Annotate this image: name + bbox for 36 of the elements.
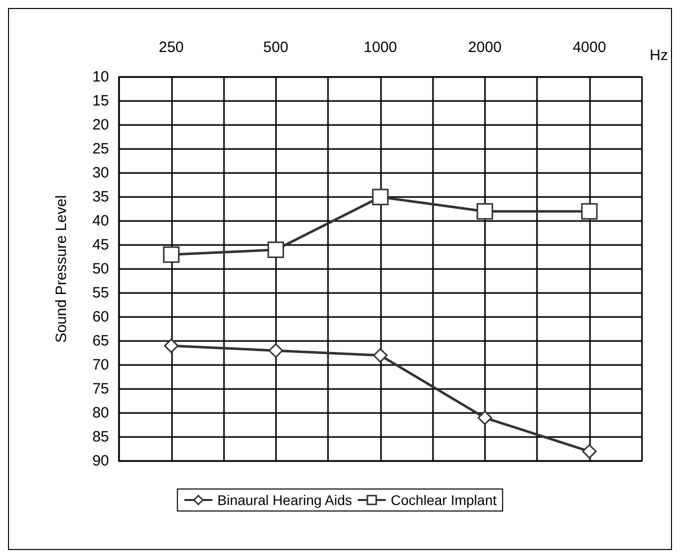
y-axis-title: Sound Pressure Level xyxy=(53,195,70,343)
point xyxy=(372,188,389,206)
legend-label: Binaural Hearing Aids xyxy=(217,492,352,508)
x-tick-label: 1000 xyxy=(364,39,398,56)
point xyxy=(373,348,388,363)
y-tick-label: 90 xyxy=(92,452,109,470)
x-tick-label: 2000 xyxy=(468,39,502,56)
y-tick-label: 45 xyxy=(92,236,109,254)
y-tick-label: 65 xyxy=(92,332,109,350)
y-tick-label: 10 xyxy=(92,68,109,86)
y-tick-label: 80 xyxy=(92,404,109,422)
legend-label: Cochlear Implant xyxy=(390,492,497,508)
y-tick-label: 40 xyxy=(92,212,109,230)
y-tick-label: 15 xyxy=(92,92,109,110)
y-tick-label: 85 xyxy=(92,428,109,446)
point xyxy=(582,444,597,459)
x-tick-label: 250 xyxy=(158,39,184,56)
point xyxy=(476,203,494,220)
point xyxy=(163,246,180,263)
y-tick-label: 25 xyxy=(92,140,109,158)
point xyxy=(581,203,598,220)
y-tick-label: 60 xyxy=(92,308,109,326)
point xyxy=(478,410,492,426)
y-tick-label: 75 xyxy=(92,380,109,398)
y-tick-label: 55 xyxy=(92,284,109,302)
point xyxy=(268,242,284,258)
x-tick-label: 4000 xyxy=(572,39,606,56)
y-tick-label: 70 xyxy=(92,356,109,374)
y-tick-label: 50 xyxy=(92,260,109,278)
x-axis-title: Hz xyxy=(650,47,668,64)
x-tick-label: 500 xyxy=(263,39,288,56)
point xyxy=(164,338,179,354)
point xyxy=(268,343,284,358)
y-tick-label: 35 xyxy=(92,188,109,206)
y-tick-label: 30 xyxy=(92,164,109,182)
y-tick-label: 20 xyxy=(92,116,109,134)
